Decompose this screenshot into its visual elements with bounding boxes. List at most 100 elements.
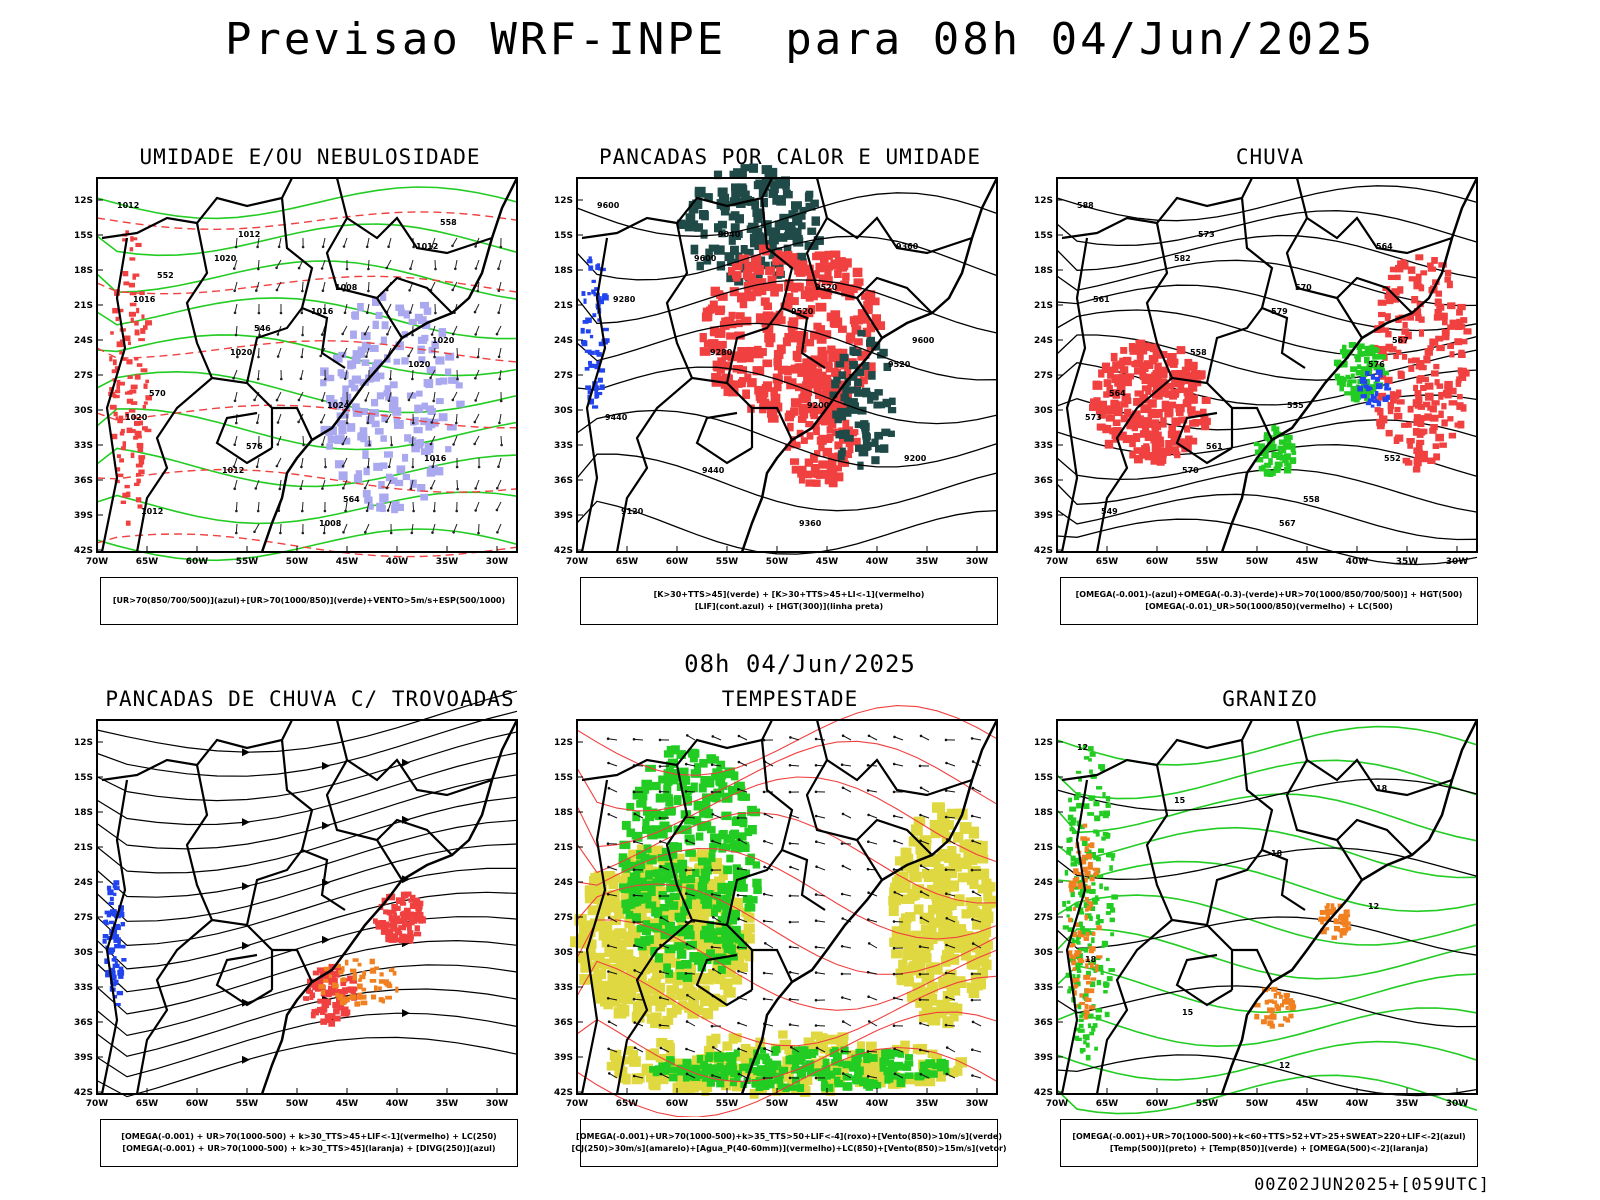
panel-title: CHUVA — [1235, 145, 1305, 169]
contour-label: 9600 — [694, 254, 717, 263]
contour-label: 9520 — [888, 360, 911, 369]
contour-label: 582 — [1174, 254, 1191, 263]
lon-label: 70W — [1046, 1099, 1069, 1109]
main-title: Previsao WRF-INPE para 08h 04/Jun/2025 — [224, 14, 1376, 65]
lat-label: 42S — [74, 1088, 93, 1098]
lon-label: 65W — [1096, 557, 1119, 567]
contour-label: 9120 — [621, 507, 644, 516]
contour-label: 555 — [1287, 401, 1304, 410]
contour-label: 1020 — [125, 413, 148, 422]
legend-line: [UR>70(850/700/500)](azul)+[UR>70(1000/8… — [112, 596, 506, 605]
contour-label: 9600 — [912, 336, 935, 345]
contour-label: 579 — [1271, 307, 1288, 316]
contour-label: 9040 — [718, 230, 741, 239]
orange-omega — [1068, 823, 1103, 1020]
contour-label: 558 — [1303, 495, 1320, 504]
contour-label: 558 — [440, 218, 457, 227]
contour-label: 1020 — [432, 336, 455, 345]
contour-label: 552 — [157, 271, 174, 280]
lat-label: 24S — [1034, 878, 1053, 888]
lon-label: 60W — [666, 557, 689, 567]
legend-line: [LIF](cont.azul) + [HGT(300)](linha pret… — [694, 602, 884, 611]
map-frame — [1056, 719, 1478, 1095]
contour-label: 1008 — [319, 519, 342, 528]
panel-legend: [OMEGA(-0.001)-(azul)+OMEGA(-0.3)-(verde… — [1060, 577, 1478, 625]
lon-label: 35W — [1396, 1099, 1419, 1109]
contour-label: 12 — [1279, 1061, 1290, 1070]
lat-label: 24S — [554, 878, 573, 888]
contour-label: 15 — [1182, 1008, 1194, 1017]
lat-label: 18S — [1034, 266, 1053, 276]
coastline — [1220, 177, 1479, 553]
lon-label: 60W — [186, 557, 209, 567]
panel-title: PANCADAS DE CHUVA C/ TROVOADAS — [105, 687, 515, 711]
lon-label: 30W — [1446, 1099, 1469, 1109]
lon-label: 55W — [1196, 1099, 1219, 1109]
legend-line: [CJ(250)>30m/s](amarelo)+[Agua_P(40-60mm… — [571, 1144, 1007, 1153]
map-canvas: 9600 9600 9520 9520 9440 9440 9360 9360 9280 9280… — [554, 163, 999, 567]
contour-label: 1020 — [408, 360, 431, 369]
panel-legend: [UR>70(850/700/500)](azul)+[UR>70(1000/8… — [100, 577, 518, 625]
lon-label: 70W — [566, 1099, 589, 1109]
contour-label: 9280 — [613, 295, 636, 304]
lat-label: 30S — [1034, 948, 1053, 958]
contour-label: 12 — [1368, 902, 1379, 911]
contour-label: 9360 — [896, 242, 919, 251]
lat-label: 27S — [554, 913, 573, 923]
map-frame — [96, 719, 518, 1095]
panel-title: GRANIZO — [1222, 687, 1318, 711]
lat-label: 42S — [1034, 546, 1053, 556]
lon-label: 45W — [1296, 1099, 1319, 1109]
country-borders — [1060, 719, 1453, 1095]
contour-label: 567 — [1279, 519, 1296, 528]
lon-label: 55W — [236, 557, 259, 567]
lat-label: 27S — [554, 371, 573, 381]
lat-label: 30S — [554, 406, 573, 416]
lat-label: 18S — [554, 266, 573, 276]
lon-label: 40W — [1346, 557, 1369, 567]
lon-label: 65W — [1096, 1099, 1119, 1109]
lon-label: 50W — [286, 557, 309, 567]
map-background — [1057, 720, 1477, 1094]
wind-vectors — [232, 237, 503, 535]
lon-label: 55W — [716, 1099, 739, 1109]
lon-label: 35W — [916, 557, 939, 567]
lat-label: 12S — [554, 738, 573, 748]
lon-label: 50W — [766, 557, 789, 567]
contour-label: 1008 — [335, 283, 358, 292]
panel-legend: [OMEGA(-0.001) + UR>70(1000-500) + k>30_… — [100, 1119, 518, 1167]
legend-line: [K>30+TTS>45](verde) + [K>30+TTS>45+LI<-… — [653, 590, 925, 599]
lat-label: 12S — [74, 196, 93, 206]
contour-label: 1012 — [222, 466, 244, 475]
lon-label: 55W — [716, 557, 739, 567]
lat-label: 21S — [554, 301, 573, 311]
lon-label: 45W — [816, 1099, 839, 1109]
lat-label: 30S — [554, 948, 573, 958]
lon-label: 60W — [666, 1099, 689, 1109]
contour-label: 18 — [1271, 849, 1283, 858]
contour-label: 564 — [1376, 242, 1393, 251]
lat-label: 30S — [1034, 406, 1053, 416]
lat-label: 39S — [74, 511, 93, 521]
contour-label: 1024 — [327, 401, 350, 410]
valid-time-title: 08h 04/Jun/2025 — [684, 650, 916, 678]
lat-label: 30S — [74, 406, 93, 416]
lat-label: 12S — [554, 196, 573, 206]
lat-label: 39S — [74, 1053, 93, 1063]
lat-label: 42S — [554, 1088, 573, 1098]
contour-label: 1016 — [424, 454, 447, 463]
lat-label: 15S — [554, 231, 573, 241]
lat-label: 15S — [1034, 231, 1053, 241]
lat-label: 36S — [74, 1018, 93, 1028]
red-dashed-thickness — [96, 211, 518, 558]
contour-label: 9200 — [807, 401, 830, 410]
coastline — [740, 719, 999, 1095]
contour-label: 9360 — [799, 519, 822, 528]
lat-label: 27S — [1034, 371, 1053, 381]
red-contour-cluster — [108, 230, 153, 526]
legend-line: [OMEGA(-0.001) + UR>70(1000-500) + k>30_… — [122, 1144, 496, 1153]
contour-label: 561 — [1206, 442, 1223, 451]
red-rain — [1089, 339, 1211, 466]
contour-label: 564 — [1109, 389, 1126, 398]
map-panel-4: PANCADAS DE CHUVA C/ TROVOADAS 12S 15S 18S 2… — [60, 687, 560, 1177]
